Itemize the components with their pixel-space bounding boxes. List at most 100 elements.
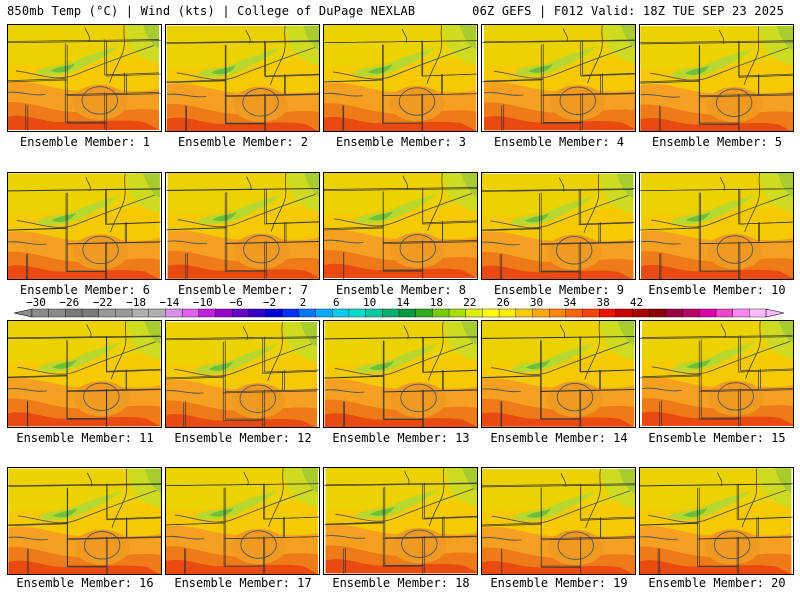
colorbar-swatch — [65, 308, 83, 318]
colorbar-swatch — [98, 308, 116, 318]
temperature-map — [640, 321, 793, 427]
colorbar-swatch — [332, 308, 350, 318]
ensemble-member-map — [639, 24, 794, 132]
colorbar-swatch — [48, 308, 66, 318]
ensemble-member-map — [481, 467, 636, 575]
ensemble-member-map — [165, 24, 320, 132]
colorbar-tick-label: 18 — [430, 296, 443, 309]
colorbar-swatch — [31, 308, 50, 318]
ensemble-member-label: Ensemble Member: 17 — [174, 576, 312, 590]
ensemble-member-map — [323, 172, 478, 280]
colorbar-swatch — [215, 308, 233, 318]
colorbar-swatch — [515, 308, 533, 318]
ensemble-member-label: Ensemble Member: 11 — [16, 431, 154, 445]
colorbar-tick-label: −18 — [126, 296, 146, 309]
ensemble-member-map — [165, 320, 320, 428]
ensemble-member-map — [7, 320, 162, 428]
colorbar-swatch — [715, 308, 734, 318]
colorbar-swatch — [598, 308, 617, 318]
colorbar-tick-label: −26 — [59, 296, 79, 309]
ensemble-member-label: Ensemble Member: 20 — [648, 576, 786, 590]
colorbar-swatch — [348, 308, 367, 318]
ensemble-member-label: Ensemble Member: 5 — [651, 135, 783, 149]
ensemble-member-label: Ensemble Member: 4 — [493, 135, 625, 149]
colorbar-tick-label: 6 — [333, 296, 340, 309]
colorbar-graphic: −30 −26 −22 −18 −14 −10 −6 −2 2 6 10 14 18 22 26 30 34 38… — [13, 296, 785, 318]
ensemble-member-label: Ensemble Member: 18 — [332, 576, 470, 590]
ensemble-member-map — [639, 320, 794, 428]
colorbar-swatch — [699, 308, 717, 318]
colorbar-tick-label: 26 — [496, 296, 509, 309]
colorbar-swatch — [115, 308, 133, 318]
temperature-map — [324, 468, 477, 574]
colorbar-swatch — [432, 308, 450, 318]
ensemble-member-map — [323, 24, 478, 132]
colorbar-tick-label: 14 — [396, 296, 410, 309]
temperature-map — [166, 321, 319, 427]
colorbar-swatch — [298, 308, 317, 318]
ensemble-member-map — [639, 467, 794, 575]
ensemble-member-map — [481, 172, 636, 280]
colorbar-tick-label: 22 — [463, 296, 476, 309]
colorbar-max-arrow — [765, 308, 785, 318]
temperature-map — [640, 25, 793, 131]
temperature-map — [8, 321, 161, 427]
colorbar-swatch — [248, 308, 267, 318]
colorbar-tick-label: −30 — [26, 296, 46, 309]
temperature-map — [482, 173, 635, 279]
ensemble-member-map — [7, 24, 162, 132]
ensemble-member-map — [323, 320, 478, 428]
ensemble-member-label: Ensemble Member: 14 — [490, 431, 628, 445]
temperature-map — [482, 321, 635, 427]
ensemble-member-label: Ensemble Member: 7 — [177, 283, 309, 297]
colorbar-tick-label: −10 — [193, 296, 213, 309]
colorbar-swatch — [231, 308, 250, 318]
ensemble-member-map — [481, 320, 636, 428]
colorbar-tick-label: 42 — [630, 296, 643, 309]
ensemble-member-map — [481, 24, 636, 132]
colorbar-tick-label: 10 — [363, 296, 376, 309]
colorbar-swatch — [649, 308, 667, 318]
ensemble-member-map — [165, 467, 320, 575]
temperature-map — [324, 321, 477, 427]
ensemble-member-map — [165, 172, 320, 280]
ensemble-member-label: Ensemble Member: 19 — [490, 576, 628, 590]
colorbar-swatch — [498, 308, 517, 318]
temperature-map — [8, 173, 161, 279]
colorbar-min-arrow — [13, 308, 33, 318]
temperature-map — [640, 173, 793, 279]
temperature-map — [482, 468, 635, 574]
colorbar-swatch — [482, 308, 500, 318]
colorbar-tick-label: −22 — [93, 296, 113, 309]
ensemble-member-label: Ensemble Member: 12 — [174, 431, 312, 445]
colorbar-swatch — [415, 308, 433, 318]
colorbar-swatch — [465, 308, 483, 318]
temperature-map — [8, 25, 161, 131]
colorbar-tick-label: 2 — [300, 296, 307, 309]
ensemble-member-map — [7, 172, 162, 280]
ensemble-member-map — [639, 172, 794, 280]
colorbar-swatch — [365, 308, 383, 318]
colorbar-swatch — [682, 308, 700, 318]
ensemble-member-label: Ensemble Member: 6 — [19, 283, 151, 297]
ensemble-member-map — [7, 467, 162, 575]
colorbar-swatch — [131, 308, 150, 318]
colorbar-swatch — [81, 308, 100, 318]
map-title: 850mb Temp (°C) | Wind (kts) | College o… — [7, 4, 416, 18]
colorbar-swatch — [148, 308, 166, 318]
colorbar-swatch — [398, 308, 417, 318]
colorbar-swatch — [615, 308, 634, 318]
colorbar-swatch — [665, 308, 684, 318]
colorbar-swatch — [448, 308, 467, 318]
colorbar-swatch — [315, 308, 333, 318]
colorbar-swatch — [165, 308, 183, 318]
ensemble-member-label: Ensemble Member: 2 — [177, 135, 309, 149]
colorbar-swatch — [382, 308, 400, 318]
colorbar-tick-label: −6 — [230, 296, 243, 309]
temperature-colorbar: −30 −26 −22 −18 −14 −10 −6 −2 2 6 10 14 18 22 26 30 34 38… — [0, 296, 800, 324]
ensemble-member-label: Ensemble Member: 1 — [19, 135, 151, 149]
colorbar-swatch — [582, 308, 600, 318]
colorbar-swatch — [265, 308, 283, 318]
temperature-map — [324, 173, 477, 279]
temperature-map — [8, 468, 161, 574]
